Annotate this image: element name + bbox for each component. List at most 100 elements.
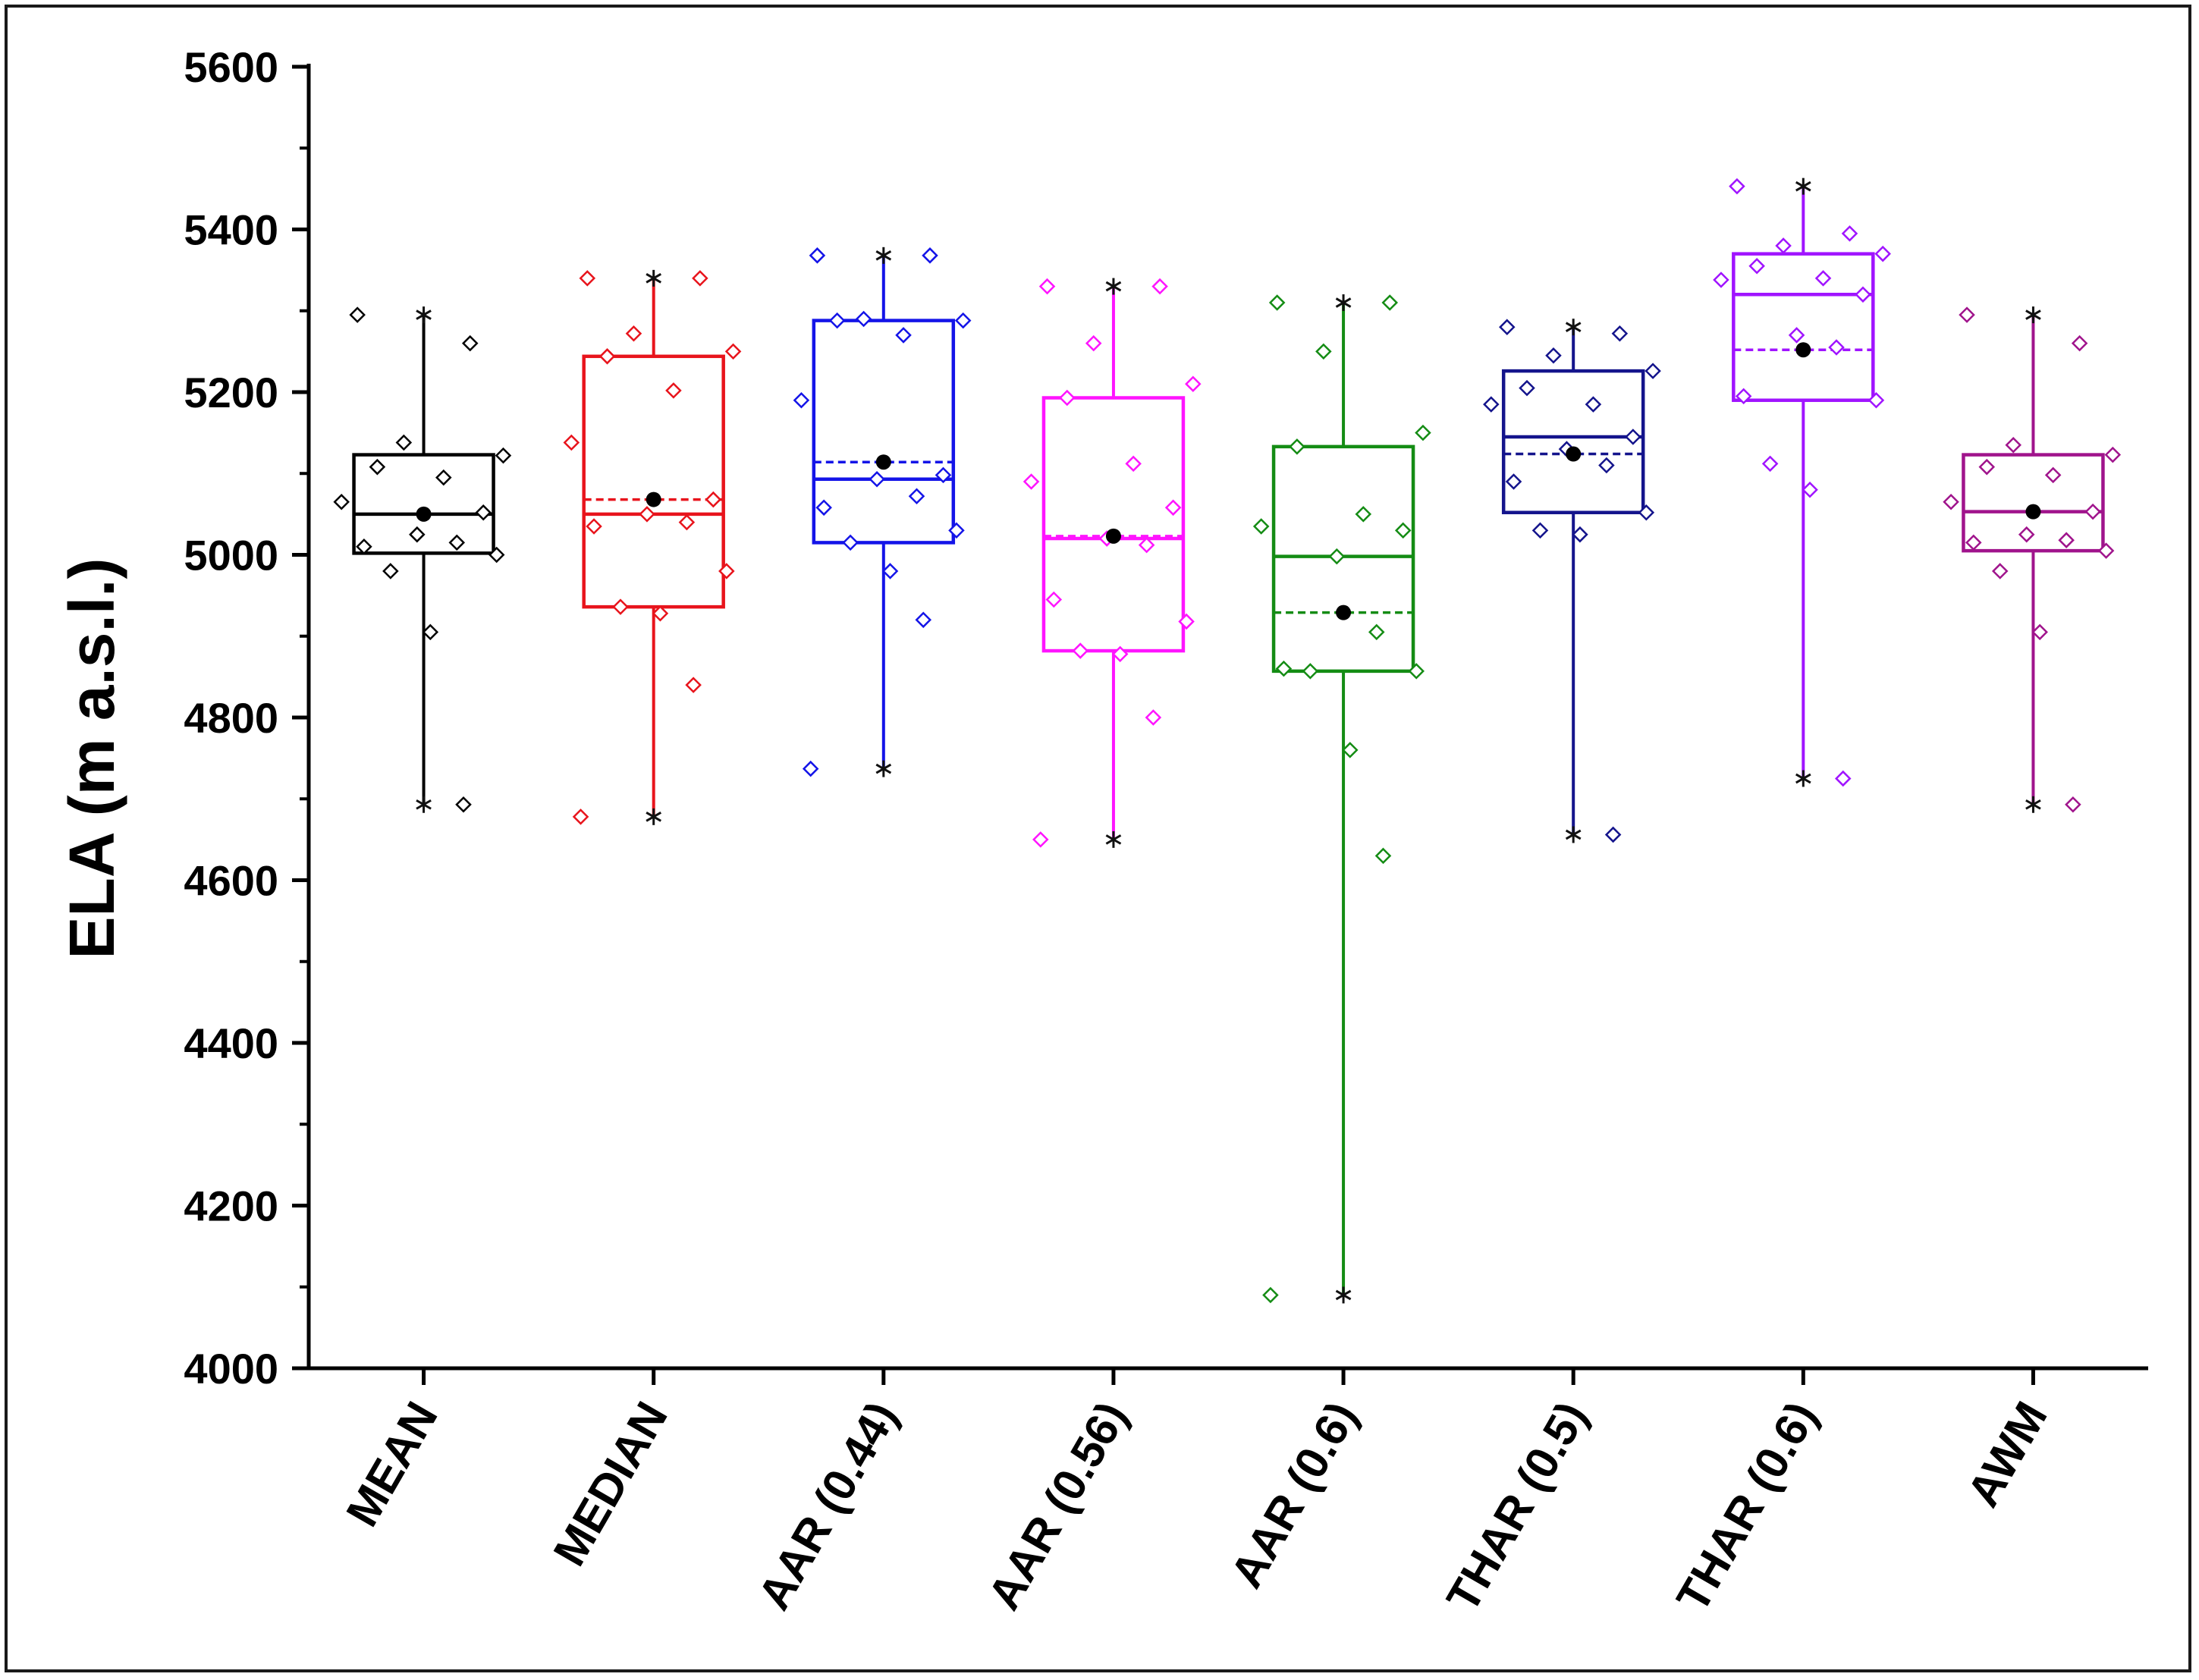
data-point (1959, 306, 1975, 323)
data-point (1038, 278, 1056, 295)
marker-stroke (1335, 297, 1352, 308)
data-point (461, 334, 479, 352)
min-marker (1105, 831, 1122, 848)
box-iqr (352, 453, 495, 555)
data-point (1302, 663, 1319, 680)
data-point (685, 677, 702, 693)
box-iqr (812, 319, 956, 545)
data-point (2104, 446, 2122, 463)
min-marker (875, 760, 892, 777)
data-point (1185, 375, 1202, 393)
mean-dot (646, 491, 661, 507)
data-point (333, 494, 350, 510)
data-point (1085, 334, 1102, 352)
data-point (1598, 457, 1615, 474)
data-point (1138, 536, 1155, 554)
min-marker (2025, 796, 2041, 813)
max-marker (1335, 294, 1352, 312)
min-marker (1565, 826, 1582, 843)
data-point (954, 312, 972, 329)
box-aar-0-44 (793, 247, 972, 777)
y-tick-label: 4000 (184, 1345, 278, 1393)
data-point (1164, 499, 1182, 517)
data-point (1748, 257, 1765, 275)
y-tick-label: 5600 (184, 43, 278, 91)
data-point (1178, 613, 1195, 630)
data-point (2044, 466, 2062, 484)
data-point (1814, 270, 1832, 287)
data-point (563, 434, 580, 451)
data-point (842, 534, 859, 551)
data-point (369, 458, 386, 476)
box-awm (1943, 306, 2122, 813)
axes: 4000 4200 4400 4600 4800 5000 5200 5400 5600 (184, 43, 2148, 1393)
mean-dot (416, 506, 432, 522)
data-point (1531, 522, 1549, 539)
data-point (809, 247, 826, 264)
data-point (652, 604, 669, 622)
data-point (1788, 327, 1805, 344)
category-label: AAR (0.6) (1220, 1393, 1367, 1596)
category-label: AAR (0.44) (748, 1393, 907, 1618)
max-marker (1795, 177, 1811, 195)
category-label: THAR (0.6) (1667, 1393, 1827, 1620)
marker-stroke (1335, 1289, 1352, 1301)
data-point (678, 513, 696, 531)
data-point (1275, 660, 1293, 677)
data-point (598, 348, 616, 365)
marker-stroke (1565, 322, 1582, 333)
marker-stroke (2025, 309, 2041, 320)
data-point (448, 534, 466, 551)
data-point (718, 563, 735, 579)
data-point (1355, 506, 1372, 523)
data-point (1328, 548, 1346, 565)
data-point (1611, 325, 1629, 342)
data-point (2058, 532, 2075, 548)
mean-dot (2025, 504, 2041, 520)
data-point (1381, 294, 1399, 311)
data-point (1855, 286, 1871, 303)
box-aar-0-6 (1252, 294, 1431, 1304)
data-point (1834, 770, 1852, 787)
data-point (1125, 455, 1142, 473)
data-point (1874, 245, 1891, 262)
data-point (869, 470, 885, 488)
y-tick-label: 4600 (184, 857, 278, 905)
data-point (1374, 847, 1392, 865)
mean-dot (1336, 604, 1352, 620)
data-point (724, 343, 742, 360)
data-point (579, 270, 596, 287)
category-label: MEAN (336, 1393, 447, 1535)
max-marker (416, 306, 432, 324)
marker-stroke (1795, 181, 1811, 192)
marker-stroke (1105, 834, 1122, 845)
min-marker (416, 796, 432, 813)
max-marker (2025, 306, 2041, 324)
data-point (1761, 455, 1779, 473)
box-mean (333, 306, 512, 813)
data-point (382, 563, 399, 579)
data-point (488, 546, 505, 564)
data-point (1032, 831, 1049, 848)
data-point (1585, 396, 1602, 413)
marker-stroke (646, 812, 662, 822)
data-point (828, 312, 846, 329)
data-point (1978, 458, 1996, 476)
data-point (422, 623, 439, 641)
category-label: THAR (0.5) (1437, 1393, 1597, 1620)
data-point (2097, 542, 2115, 559)
data-point (855, 310, 872, 328)
box-iqr (1041, 396, 1186, 653)
data-point (1058, 389, 1076, 407)
data-point (349, 306, 366, 323)
y-tick-label: 5000 (184, 532, 278, 579)
max-marker (875, 247, 892, 264)
marker-stroke (875, 763, 892, 774)
box-iqr (1501, 369, 1645, 514)
data-point (1519, 379, 1535, 397)
data-point (948, 522, 965, 539)
marker-stroke (1565, 829, 1582, 840)
mean-dot (1566, 446, 1582, 462)
max-marker (1105, 278, 1122, 295)
category-labels: MEAN MEDIAN AAR (0.44) AAR (0.56) AAR (0.6) T… (336, 1393, 2056, 1620)
